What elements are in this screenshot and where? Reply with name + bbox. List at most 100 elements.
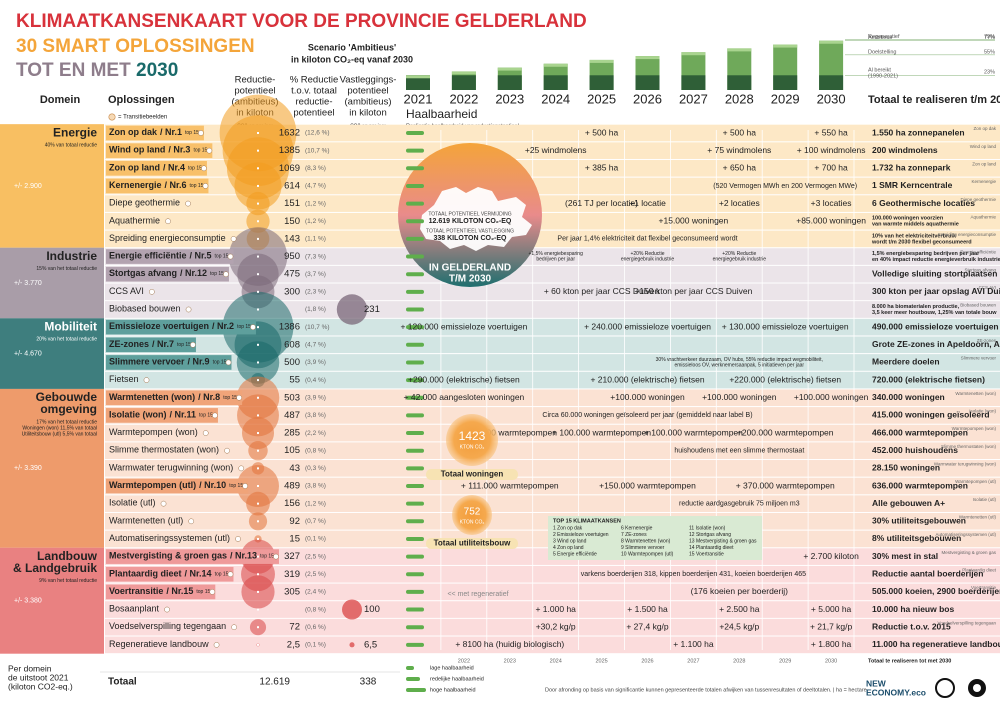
year-label: 2030 xyxy=(817,91,846,106)
top15-item: 3 Wind op land xyxy=(553,538,587,544)
top15-item: 14 Plantaardig dieet xyxy=(689,545,734,551)
solution-label: Kernenergie xyxy=(109,180,162,190)
annotation: + 240.000 emissieloze voertuigen xyxy=(584,321,711,331)
row-bg xyxy=(105,565,1000,583)
haalbaarheid-pill xyxy=(406,466,424,471)
annotation: + 5.000 ha xyxy=(811,604,852,614)
total: 30% utiliteitsgebouwen xyxy=(872,516,966,526)
annotation: + 210.000 (elektrische) fietsen xyxy=(590,374,704,384)
transitie-icon xyxy=(227,253,234,260)
col-vast: Vastleggings- xyxy=(340,75,397,86)
reductie-pct: (0,1 %) xyxy=(305,642,326,649)
total: 1.550 ha zonnepanelen xyxy=(872,127,965,137)
col-pct: reductie- xyxy=(296,97,333,108)
solution-name: Zon op dak / Nr.1 top 15 xyxy=(109,127,199,137)
reductie-pct: (2,5 %) xyxy=(305,571,326,578)
solution-rank: / Nr.15 xyxy=(166,586,193,596)
solution-name: Automatiseringssystemen (utl) xyxy=(109,533,230,543)
reductie-value: 487 xyxy=(284,410,300,421)
solution-label: Aquathermie xyxy=(109,216,160,226)
footer-year: 2022 xyxy=(458,658,470,664)
top15-box xyxy=(106,160,207,176)
haalbaarheid-pill xyxy=(406,342,424,347)
solution-name: Biobased bouwen xyxy=(109,304,181,314)
solution-name: Fietsen xyxy=(109,374,139,384)
vast-bubble xyxy=(336,294,368,325)
level-label: Doelstelling xyxy=(868,49,896,55)
annotation: emissieloos OV, werknemersaanpak, 5 init… xyxy=(674,363,804,369)
transitie-icon xyxy=(225,359,232,366)
reductie-value: 43 xyxy=(289,463,300,474)
transitie-icon xyxy=(164,606,170,613)
solution-top15: top 15 xyxy=(213,360,227,366)
reductie-pct: (2,3 %) xyxy=(305,289,326,296)
reductie-value: 950 xyxy=(284,251,300,262)
solution-label: Warmtenetten (utl) xyxy=(109,516,183,526)
solution-rank: / Nr.9 xyxy=(188,357,210,367)
solution-name: Voedselverspilling tegengaan xyxy=(109,622,226,632)
footer-totaal-label: Totaal te realiseren tot met 2030 xyxy=(868,658,951,664)
solution-label: Warmtepompen (utl) xyxy=(109,480,196,490)
total-note: Wind op land xyxy=(970,144,997,149)
top15-box xyxy=(106,408,218,423)
annotation: + 75 windmolens xyxy=(707,145,771,155)
total: 415.000 woningen geïsoleerd xyxy=(872,410,990,420)
haalbaarheid-pill xyxy=(406,272,424,277)
top15-item: 1 Zon op dak xyxy=(553,525,583,531)
transitie-icon xyxy=(213,642,220,648)
domain-fade xyxy=(0,547,104,654)
domain-desc: 40% van totaal reductie xyxy=(45,143,97,149)
haalbaarheid-pill xyxy=(406,536,424,541)
transitie-icon xyxy=(242,483,248,489)
top15-box xyxy=(106,337,196,353)
solution-top15: top 15 xyxy=(223,395,237,401)
transitie-icon xyxy=(143,377,150,383)
haalbaarheid-pill xyxy=(406,519,424,524)
solution-name: Wind op land / Nr.3 top 15 xyxy=(109,145,208,155)
haalbaarheid-pill xyxy=(406,607,424,612)
total-note: Warmtepompen (won) xyxy=(952,426,997,431)
footer-year: 2027 xyxy=(687,658,699,664)
solution-label: Warmtenetten (won) xyxy=(109,392,195,402)
transitie-icon xyxy=(202,430,209,436)
total-note: Slimme thermostaten (won) xyxy=(941,444,997,449)
solution-label: Slimme thermostaten (won) xyxy=(109,445,219,455)
top15-item: 9 Slimmere vervoer xyxy=(621,545,665,551)
footer-year: 2030 xyxy=(825,658,837,664)
annotation: +30,2 kg/p xyxy=(536,621,576,631)
total: 200 windmolens xyxy=(872,145,938,155)
reductie-pct: (1,2 %) xyxy=(305,200,326,207)
haalbaarheid-pill xyxy=(406,236,424,241)
sector-unit: KTON CO₂ xyxy=(460,444,485,450)
reductie-pct: (3,9 %) xyxy=(305,359,326,366)
footer-totaal: Totaal xyxy=(108,677,137,688)
reductie-pct: (3,8 %) xyxy=(305,412,326,419)
scenario: in kiloton CO₂-eq vanaf 2030 xyxy=(291,54,413,64)
annotation: Per jaar 1,4% elektriciteit dat flexibel… xyxy=(557,236,737,243)
total-note: Voedselverspilling tegengaan xyxy=(937,620,996,625)
annotation: + 111.000 warmtepompen xyxy=(461,480,559,490)
domain-fade xyxy=(0,318,104,389)
vast-bubble xyxy=(349,642,355,648)
top15-box xyxy=(106,266,229,282)
annotation: +15.000 woningen xyxy=(659,216,729,226)
row-bg xyxy=(105,124,1000,142)
annotation: + 100 windmolens xyxy=(797,145,866,155)
haalbaarheid-legend: hoge haalbaarheid xyxy=(430,687,476,693)
year-label: 2025 xyxy=(587,91,616,106)
reductie-value: 608 xyxy=(284,339,300,350)
total-note: ZE-zones xyxy=(977,338,997,343)
total-note: Isolatie (won) xyxy=(969,409,996,414)
solution-name: Zon op land / Nr.4 top 15 xyxy=(109,163,202,173)
transitie-icon xyxy=(165,218,171,225)
solution-top15: top 15 xyxy=(196,589,210,595)
footer-year: 2023 xyxy=(504,658,516,664)
regeneratief-note: << met regeneratief xyxy=(447,591,508,598)
scenario: Scenario 'Ambitieus' xyxy=(308,42,396,52)
row-bg xyxy=(105,618,1000,636)
reductie-value: 503 xyxy=(284,392,300,403)
total: 10% van het elektriciteitverbruik xyxy=(872,233,957,239)
level-value: 79% xyxy=(984,34,995,40)
row-bg xyxy=(105,336,1000,354)
reductie-value: 300 xyxy=(284,286,300,297)
